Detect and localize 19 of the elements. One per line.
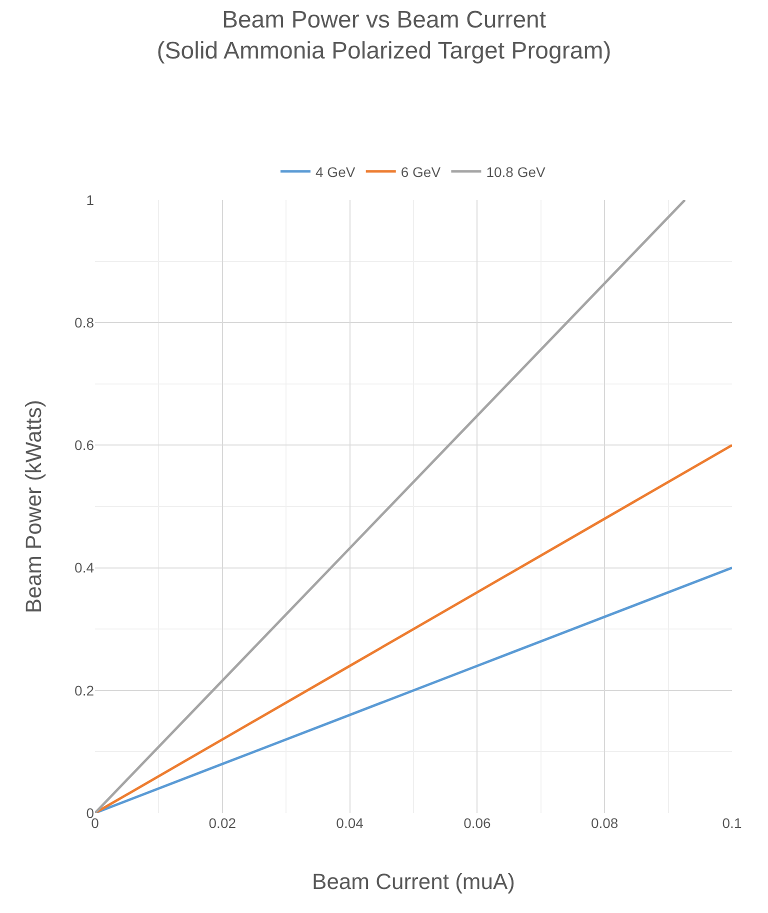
- x-tick-label: 0.06: [464, 815, 492, 831]
- legend-label: 10.8 GeV: [486, 164, 546, 180]
- x-tick-label: 0.08: [590, 815, 618, 831]
- line-series: [95, 566, 732, 813]
- line-series: [95, 200, 686, 813]
- y-tick-label: 0.4: [74, 560, 94, 576]
- x-tick-label: 0.02: [208, 815, 236, 831]
- chart-title: Beam Power vs Beam Current (Solid Ammonia Polarized Target Program): [156, 6, 612, 65]
- y-axis-title: Beam Power (kWatts): [21, 400, 46, 614]
- x-axis-title: Beam Current (muA): [312, 869, 515, 894]
- x-tick-label: 0.1: [722, 815, 742, 831]
- x-tick-label: 0.04: [336, 815, 364, 831]
- y-tick-label: 1: [86, 192, 94, 208]
- legend-label: 6 GeV: [400, 164, 442, 180]
- line-series: [95, 444, 732, 813]
- y-tick-label: 0.6: [74, 437, 94, 454]
- y-tick-label: 0.8: [74, 314, 94, 330]
- y-tick-label: 0.2: [74, 682, 94, 698]
- legend-label: 4 GeV: [316, 164, 356, 180]
